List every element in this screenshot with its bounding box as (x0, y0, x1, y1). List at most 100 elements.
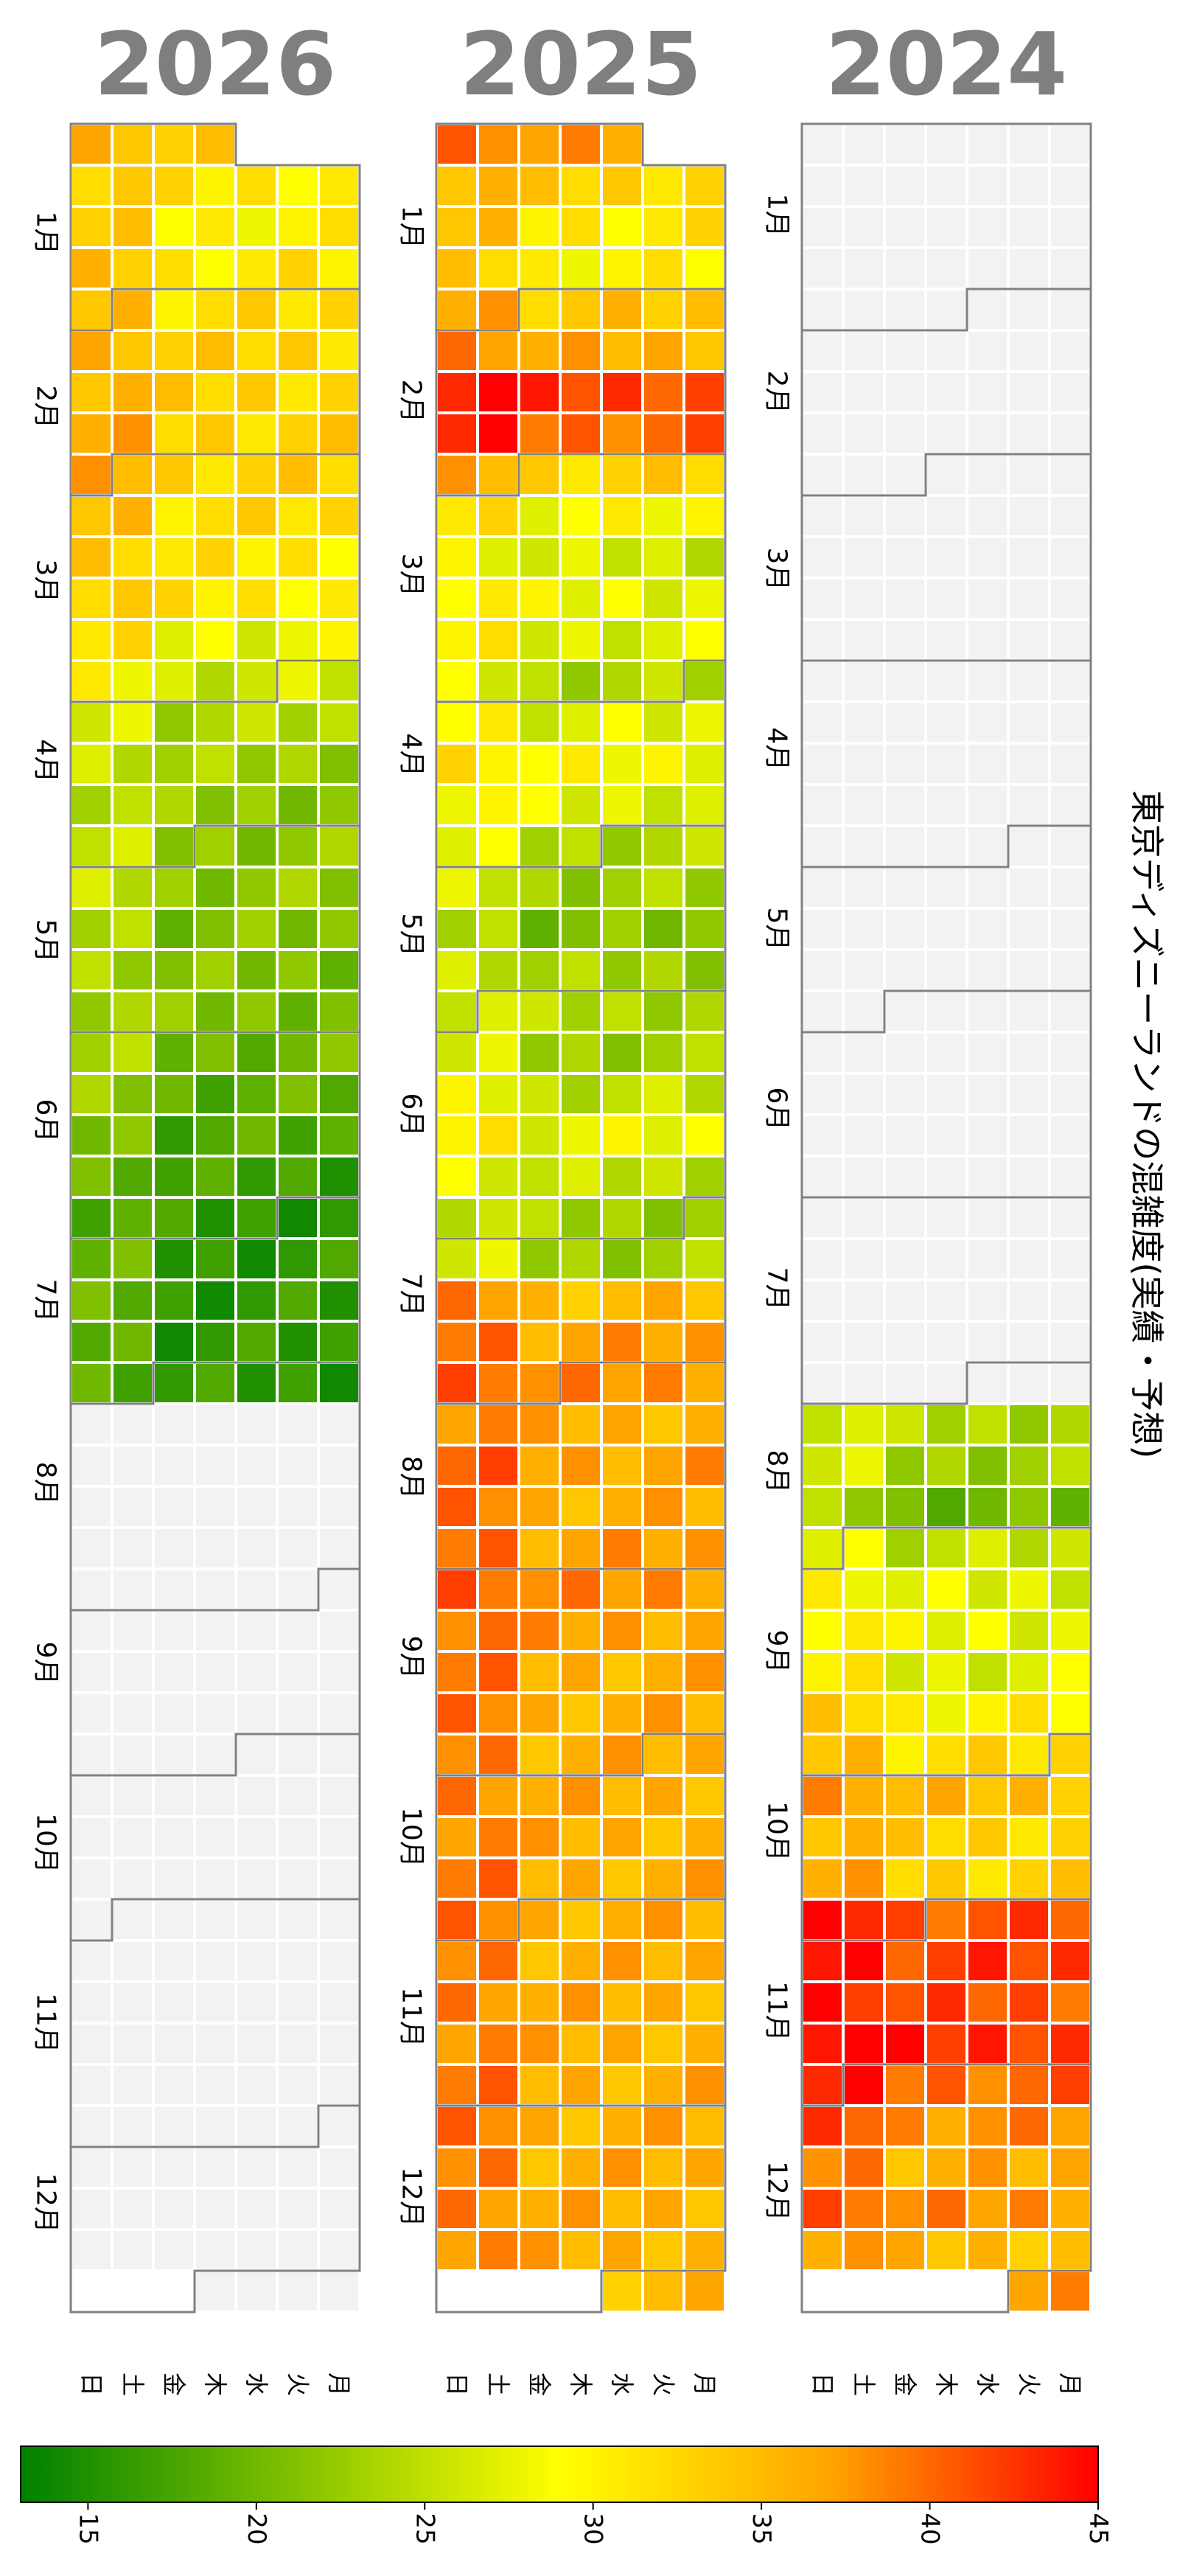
day-cell (924, 1733, 968, 1777)
day-cell (435, 370, 479, 414)
day-cell (1048, 1567, 1092, 1612)
day-cell (152, 411, 196, 456)
day-cell (317, 2063, 361, 2107)
day-cell (476, 1278, 520, 1323)
day-cell (69, 907, 113, 951)
day-cell (1007, 1774, 1051, 1818)
day-cell (1007, 1898, 1051, 1942)
day-cell (965, 164, 1010, 208)
day-cell (924, 2145, 968, 2190)
day-cell (476, 1898, 520, 1942)
day-cell (800, 329, 845, 373)
day-cell (559, 1609, 603, 1653)
day-cell (193, 1898, 237, 1942)
day-cell (559, 2104, 603, 2148)
day-cell (924, 411, 968, 456)
day-cell (600, 1774, 644, 1818)
day-cell (435, 1113, 479, 1158)
month-separator (71, 1898, 360, 1942)
day-cell (600, 577, 644, 621)
weekday-label: 土 (119, 2373, 147, 2396)
day-cell (234, 2187, 279, 2231)
day-cell (476, 1774, 520, 1818)
day-cell (924, 1113, 968, 1158)
day-cell (111, 1650, 155, 1694)
day-cell (111, 742, 155, 786)
day-cell (842, 1402, 886, 1447)
day-cell (276, 1526, 320, 1570)
day-cell (152, 1733, 196, 1777)
day-cell (600, 1402, 644, 1447)
day-cell (641, 1196, 685, 1240)
day-cell (842, 1113, 886, 1158)
day-cell (69, 2187, 113, 2231)
day-cell (641, 700, 685, 745)
day-cell (111, 411, 155, 456)
day-cell (435, 164, 479, 208)
month-separator (436, 659, 725, 703)
day-cell (276, 2228, 320, 2272)
day-cell (152, 453, 196, 497)
day-cell (276, 246, 320, 290)
day-cell (600, 866, 644, 910)
day-cell (193, 989, 237, 1034)
day-cell (69, 453, 113, 497)
day-cell (517, 1072, 562, 1116)
day-cell (883, 453, 927, 497)
day-cell (682, 866, 727, 910)
month-label: 5月 (762, 908, 792, 951)
day-cell (842, 989, 886, 1034)
day-cell (152, 824, 196, 868)
day-cell (111, 824, 155, 868)
day-cell (517, 1485, 562, 1529)
day-cell (234, 1402, 279, 1447)
day-cell (193, 742, 237, 786)
day-cell (800, 1278, 845, 1323)
day-cell (517, 2063, 562, 2107)
day-cell (517, 1609, 562, 1653)
day-cell (641, 1815, 685, 1859)
day-cell (152, 1939, 196, 1983)
day-cell (476, 494, 520, 538)
day-cell (317, 1856, 361, 1901)
day-cell (234, 1113, 279, 1158)
day-cell (193, 783, 237, 827)
day-cell (682, 783, 727, 827)
day-cell (69, 1196, 113, 1240)
day-cell (69, 1980, 113, 2025)
day-cell (1048, 1031, 1092, 1075)
day-cell (193, 2187, 237, 2231)
day-cell (152, 1031, 196, 1075)
month-label: 9月 (762, 1630, 792, 1674)
day-cell (476, 1733, 520, 1777)
colorbar-tick-label: 20 (242, 2513, 271, 2544)
day-cell (476, 2063, 520, 2107)
day-cell (276, 1031, 320, 1075)
day-cell (69, 1278, 113, 1323)
day-cell (1048, 1361, 1092, 1405)
day-cell (883, 1237, 927, 1281)
month-label: 11月 (762, 1981, 792, 2041)
day-cell (111, 1526, 155, 1570)
day-cell (69, 2145, 113, 2190)
day-cell (641, 1320, 685, 1364)
day-cell (476, 2022, 520, 2066)
day-cell (559, 1939, 603, 1983)
day-cell (641, 411, 685, 456)
day-cell (517, 948, 562, 992)
day-cell (965, 1774, 1010, 1818)
day-cell (924, 700, 968, 745)
month-label: 1月 (397, 206, 427, 249)
day-cell (800, 577, 845, 621)
day-cell (317, 866, 361, 910)
day-cell (276, 1567, 320, 1612)
day-cell (800, 742, 845, 786)
day-cell (517, 411, 562, 456)
day-cell (517, 535, 562, 579)
day-cell (965, 1031, 1010, 1075)
day-cell (435, 1980, 479, 2025)
day-cell (682, 1320, 727, 1364)
day-cell (1048, 1485, 1092, 1529)
day-cell (600, 2187, 644, 2231)
month-label: 6月 (762, 1087, 792, 1131)
